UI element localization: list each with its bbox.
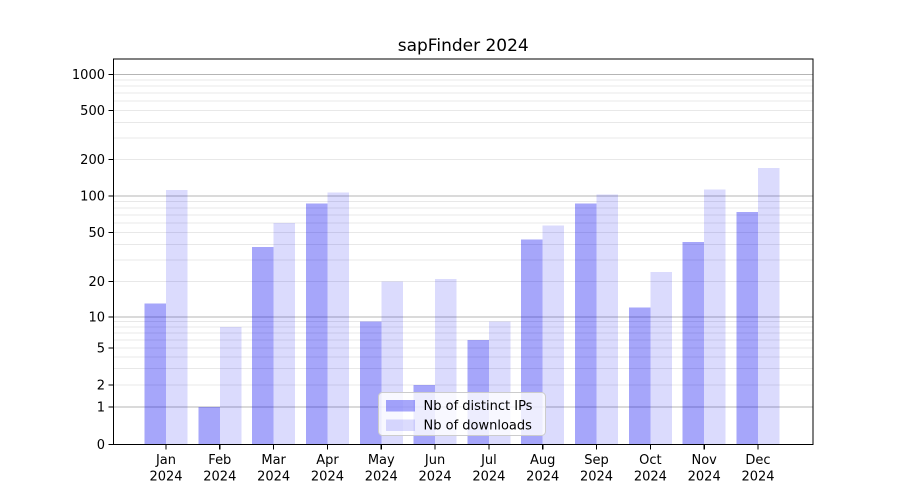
- legend-label-downloads: Nb of downloads: [424, 419, 533, 434]
- x-tick-label-month: Aug: [530, 453, 555, 468]
- bar-distinct-ips: [628, 307, 651, 445]
- x-tick-label-month: Mar: [261, 453, 286, 468]
- x-tick-label-year: 2024: [580, 470, 613, 485]
- x-tick-label-year: 2024: [741, 470, 774, 485]
- x-tick-label-month: Jun: [424, 453, 445, 468]
- bar-downloads: [596, 194, 619, 445]
- y-tick-label: 200: [80, 153, 105, 168]
- bar-downloads: [327, 192, 349, 445]
- bar-downloads: [166, 190, 188, 445]
- x-tick-label-year: 2024: [419, 470, 452, 485]
- x-tick-label-month: Oct: [639, 453, 661, 468]
- bar-distinct-ips: [736, 211, 758, 445]
- x-tick-label-month: Jan: [155, 453, 176, 468]
- bar-downloads: [758, 168, 780, 445]
- x-tick-label-year: 2024: [311, 470, 344, 485]
- y-tick-label: 1000: [72, 68, 105, 83]
- y-tick-label: 10: [88, 311, 105, 326]
- legend-box: [378, 392, 546, 436]
- y-tick-label: 500: [80, 104, 105, 119]
- bar-downloads: [219, 326, 242, 445]
- bar-downloads: [542, 225, 565, 445]
- bar-distinct-ips: [252, 247, 274, 445]
- y-tick-label: 100: [80, 190, 105, 205]
- x-tick-label-month: Dec: [745, 453, 770, 468]
- x-tick-label-year: 2024: [472, 470, 505, 485]
- plot-area: [113, 59, 813, 445]
- y-tick-label: 5: [97, 342, 105, 357]
- x-tick-label-year: 2024: [257, 470, 290, 485]
- x-tick-label-year: 2024: [365, 470, 398, 485]
- x-tick-label-year: 2024: [149, 470, 182, 485]
- x-tick-label-year: 2024: [634, 470, 667, 485]
- bar-downloads: [650, 271, 672, 445]
- y-tick-label: 20: [88, 275, 105, 290]
- x-tick-label-year: 2024: [688, 470, 721, 485]
- x-tick-label-month: Apr: [316, 453, 339, 468]
- chart-title: sapFinder 2024: [398, 36, 529, 56]
- x-tick-label-month: Feb: [208, 453, 231, 468]
- bar-distinct-ips: [198, 407, 220, 445]
- y-tick-label: 0: [97, 438, 105, 453]
- x-tick-label-month: May: [368, 453, 395, 468]
- bar-downloads: [273, 222, 296, 445]
- bar-distinct-ips: [575, 203, 597, 445]
- bar-distinct-ips: [305, 203, 328, 445]
- legend-label-distinct-ips: Nb of distinct IPs: [424, 399, 533, 414]
- bar-distinct-ips: [359, 321, 382, 445]
- x-tick-label-year: 2024: [203, 470, 236, 485]
- x-tick-label-year: 2024: [526, 470, 559, 485]
- x-tick-label-month: Nov: [691, 453, 717, 468]
- y-tick-label: 50: [88, 226, 105, 241]
- bar-distinct-ips: [682, 241, 705, 445]
- bar-distinct-ips: [144, 303, 166, 445]
- y-tick-label: 1: [97, 401, 105, 416]
- x-tick-label-month: Sep: [584, 453, 609, 468]
- legend-swatch-distinct-ips: [386, 400, 415, 412]
- bar-downloads: [704, 189, 726, 445]
- x-tick-label-month: Jul: [480, 453, 497, 468]
- axes-spines: [112, 58, 814, 446]
- y-tick-label: 2: [97, 379, 105, 394]
- legend-swatch-downloads: [386, 419, 415, 431]
